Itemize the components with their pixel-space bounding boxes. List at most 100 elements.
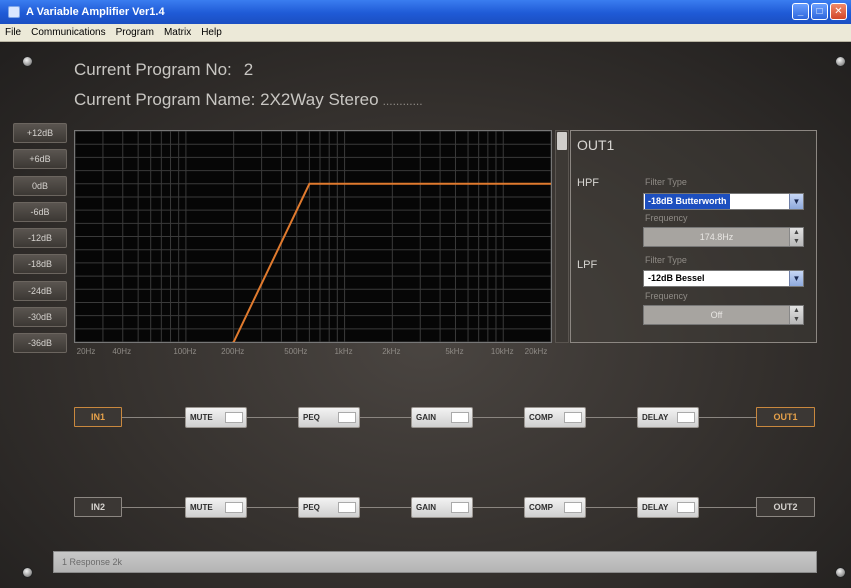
gain-scale-button[interactable]: -24dB [13,280,67,301]
status-bar: 1 Response 2k [53,551,817,573]
input-1-button[interactable]: IN1 [74,407,122,427]
lpf-type-label: Filter Type [645,255,687,265]
hpf-frequency-label: Frequency [645,213,688,223]
freq-tick-label: 1kHz [334,347,353,356]
lpf-frequency-spinner[interactable]: Off ▲ ▼ [643,305,804,325]
title-bar: A Variable Amplifier Ver1.4 _ □ ✕ [0,0,851,24]
input-2-button[interactable]: IN2 [74,497,122,517]
delay-block[interactable]: DELAY [637,497,699,518]
scrollbar-thumb[interactable] [557,132,567,150]
block-label: PEQ [303,503,320,512]
block-indicator [451,502,469,513]
mute-block[interactable]: MUTE [185,407,247,428]
output-title: OUT1 [577,137,615,153]
freq-tick-label: 20Hz [76,347,96,356]
output-filter-panel: OUT1 HPF Filter Type -18dB Butterworth ▼… [570,130,817,343]
spinner-arrows-icon[interactable]: ▲ ▼ [789,306,803,324]
hpf-filter-type-select[interactable]: -18dB Butterworth ▼ [643,193,804,210]
maximize-button[interactable]: □ [811,3,828,20]
gain-scale-button[interactable]: -6dB [13,201,67,222]
response-plot [75,131,551,342]
menu-matrix[interactable]: Matrix [163,27,192,38]
screw-icon [22,567,33,578]
gain-block[interactable]: GAIN [411,497,473,518]
gain-scale-button[interactable]: 0dB [13,175,67,196]
close-button[interactable]: ✕ [830,3,847,20]
gain-scale-button[interactable]: -18dB [13,254,67,275]
freq-tick-label: 5kHz [445,347,464,356]
graph-scrollbar[interactable] [555,130,569,343]
output-2-button[interactable]: OUT2 [756,497,815,517]
window-controls: _ □ ✕ [792,3,847,20]
gain-scale-button[interactable]: -12dB [13,228,67,249]
lpf-frequency-label: Frequency [645,291,688,301]
gain-scale-button[interactable]: +12dB [13,123,67,143]
peq-block[interactable]: PEQ [298,497,360,518]
menu-bar: File Communications Program Matrix Help [0,24,851,42]
block-indicator [677,502,695,513]
app-icon [8,6,20,18]
response-curve [231,182,551,342]
menu-program[interactable]: Program [115,27,154,38]
block-indicator [338,502,356,513]
mute-block[interactable]: MUTE [185,497,247,518]
block-indicator [225,412,243,423]
block-label: MUTE [190,503,213,512]
comp-block[interactable]: COMP [524,497,586,518]
program-name-line: Current Program Name: 2X2Way Stereo.....… [74,90,423,110]
chevron-down-icon[interactable]: ▼ [789,194,803,209]
chevron-down-icon[interactable]: ▼ [789,271,803,286]
block-label: MUTE [190,413,213,422]
lpf-label: LPF [577,259,598,271]
block-label: PEQ [303,413,320,422]
hpf-label: HPF [577,177,599,189]
block-label: GAIN [416,413,436,422]
menu-communications[interactable]: Communications [31,27,106,38]
block-label: COMP [529,413,553,422]
block-label: DELAY [642,503,669,512]
program-number-line: Current Program No: 2 [74,60,253,80]
delay-block[interactable]: DELAY [637,407,699,428]
minimize-button[interactable]: _ [792,3,809,20]
hpf-frequency-spinner[interactable]: 174.8Hz ▲ ▼ [643,227,804,247]
block-label: GAIN [416,503,436,512]
freq-tick-label: 10kHz [490,347,514,356]
program-name[interactable]: 2X2Way Stereo [260,90,379,109]
lpf-filter-type-value: -12dB Bessel [648,273,705,283]
peq-block[interactable]: PEQ [298,407,360,428]
program-name-label: Current Program Name: [74,90,256,109]
freq-tick-label: 500Hz [284,347,308,356]
block-indicator [225,502,243,513]
hpf-filter-type-value: -18dB Butterworth [645,194,730,209]
menu-help[interactable]: Help [201,27,222,38]
output-1-button[interactable]: OUT1 [756,407,815,427]
block-label: COMP [529,503,553,512]
comp-block[interactable]: COMP [524,407,586,428]
block-indicator [451,412,469,423]
freq-tick-label: 20kHz [524,347,548,356]
block-indicator [677,412,695,423]
gain-scale-button[interactable]: +6dB [13,149,67,170]
gain-scale-button[interactable]: -30dB [13,307,67,328]
hpf-type-label: Filter Type [645,177,687,187]
gain-block[interactable]: GAIN [411,407,473,428]
frequency-response-graph[interactable] [74,130,552,343]
block-indicator [564,502,582,513]
window-title: A Variable Amplifier Ver1.4 [26,6,165,18]
freq-tick-label: 200Hz [221,347,245,356]
frequency-axis-labels: 20Hz 40Hz 100Hz 200Hz 500Hz 1kHz 2kHz 5k… [74,347,552,359]
menu-file[interactable]: File [5,27,22,38]
gain-scale: +12dB +6dB 0dB -6dB -12dB -18dB -24dB -3… [13,123,67,360]
gain-scale-button[interactable]: -36dB [13,333,67,354]
block-indicator [338,412,356,423]
block-label: DELAY [642,413,669,422]
freq-tick-label: 100Hz [173,347,197,356]
spinner-arrows-icon[interactable]: ▲ ▼ [789,228,803,246]
program-number-label: Current Program No: [74,60,232,79]
status-text: 1 Response 2k [62,557,123,567]
program-number: 2 [243,60,254,79]
program-name-trailing: ............ [382,94,423,108]
hpf-frequency-value: 174.8Hz [699,232,734,242]
lpf-filter-type-select[interactable]: -12dB Bessel ▼ [643,270,804,287]
block-indicator [564,412,582,423]
